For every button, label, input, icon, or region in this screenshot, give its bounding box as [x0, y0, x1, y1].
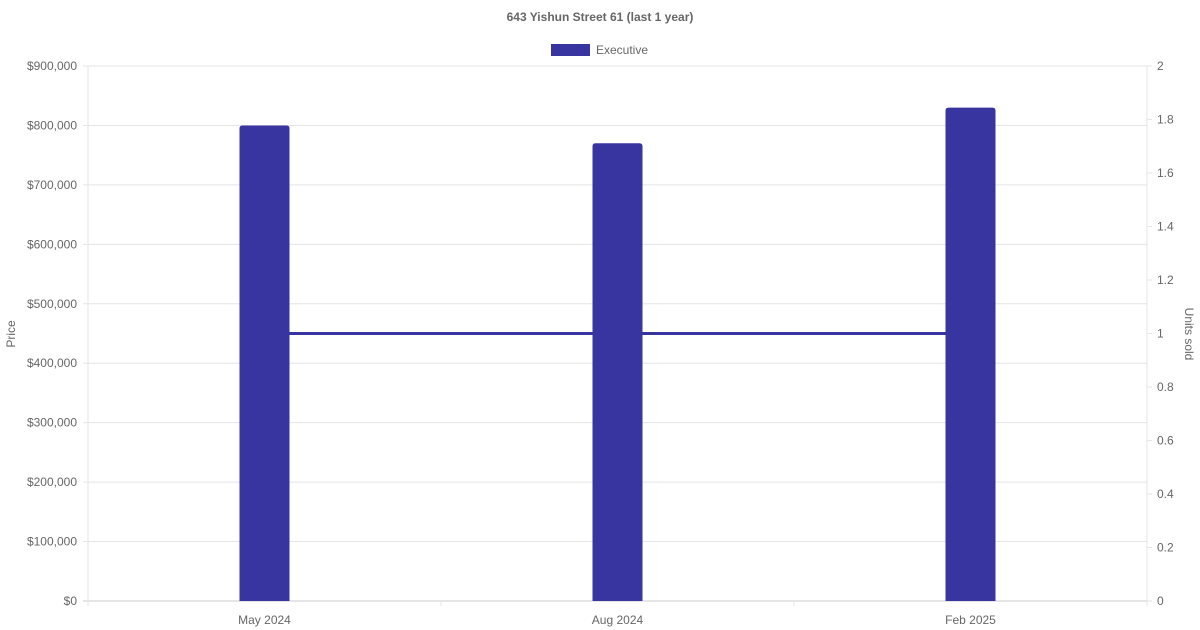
x-tick-label: Aug 2024	[592, 613, 644, 627]
y-tick-label: $800,000	[27, 118, 77, 132]
bar-feb-2025[interactable]	[945, 107, 996, 601]
y2-tick-label: 1.2	[1157, 273, 1174, 287]
y-tick-label: $700,000	[27, 178, 77, 192]
y-tick-label: $100,000	[27, 535, 77, 549]
y2-tick-label: 1.4	[1157, 220, 1174, 234]
y2-tick-label: 0	[1157, 594, 1164, 608]
y-axis-label: Price	[4, 320, 18, 348]
bar-aug-2024[interactable]	[592, 143, 643, 601]
y-tick-label: $300,000	[27, 416, 77, 430]
y2-tick-label: 0.2	[1157, 541, 1174, 555]
legend-swatch-executive[interactable]	[551, 44, 590, 56]
y-tick-label: $500,000	[27, 297, 77, 311]
y2-axis-label: Units sold	[1182, 308, 1196, 361]
y2-tick-label: 0.4	[1157, 487, 1174, 501]
y-tick-label: $900,000	[27, 59, 77, 73]
chart-title: 643 Yishun Street 61 (last 1 year)	[507, 10, 694, 24]
y2-tick-label: 1.8	[1157, 113, 1174, 127]
x-tick-label: Feb 2025	[945, 613, 996, 627]
y2-tick-label: 2	[1157, 59, 1164, 73]
y2-tick-label: 1.6	[1157, 166, 1174, 180]
y-tick-label: $600,000	[27, 237, 77, 251]
y-tick-label: $200,000	[27, 475, 77, 489]
y-tick-label: $400,000	[27, 356, 77, 370]
x-tick-label: May 2024	[238, 613, 291, 627]
y2-tick-label: 1	[1157, 327, 1164, 341]
bar-may-2024[interactable]	[239, 125, 290, 601]
legend-label-executive[interactable]: Executive	[596, 43, 648, 57]
y2-tick-label: 0.8	[1157, 380, 1174, 394]
y2-tick-label: 0.6	[1157, 434, 1174, 448]
y-tick-label: $0	[64, 594, 78, 608]
